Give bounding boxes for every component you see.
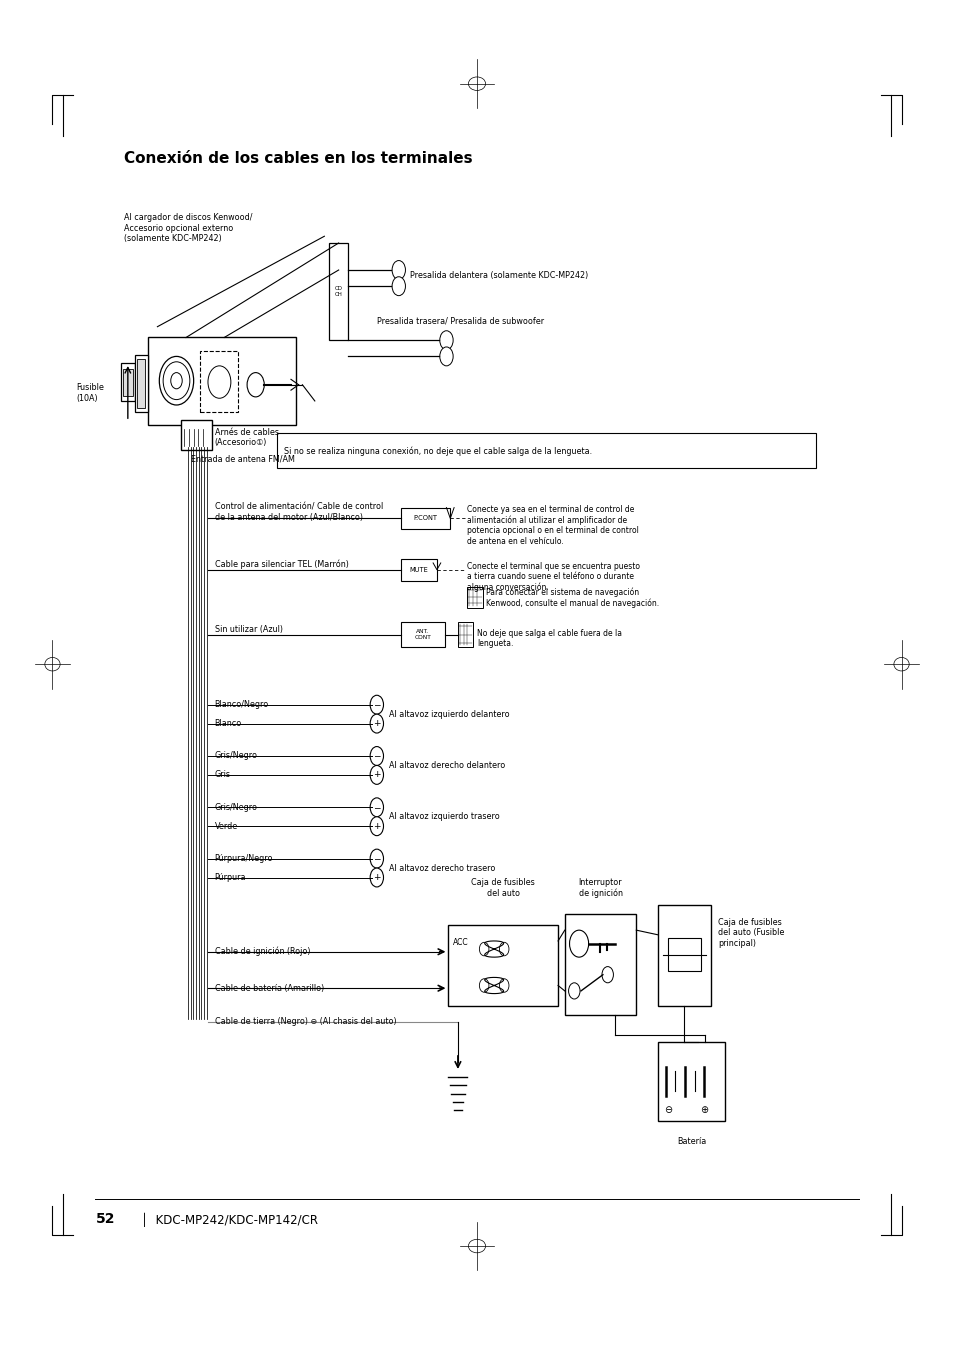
Circle shape xyxy=(499,942,508,956)
Text: Entrada de antena FM/AM: Entrada de antena FM/AM xyxy=(191,455,294,464)
Text: Al altavoz derecho delantero: Al altavoz derecho delantero xyxy=(389,761,505,770)
Text: Al cargador de discos Kenwood/
Accesorio opcional externo
(solamente KDC-MP242): Al cargador de discos Kenwood/ Accesorio… xyxy=(124,213,253,243)
Text: Conexión de los cables en los terminales: Conexión de los cables en los terminales xyxy=(124,151,472,166)
Text: Caja de fusibles
del auto: Caja de fusibles del auto xyxy=(471,879,535,898)
Text: Para conectar el sistema de navegación
Kenwood, consulte el manual de navegación: Para conectar el sistema de navegación K… xyxy=(485,587,658,608)
Text: Arnés de cables
(Accesorio①): Arnés de cables (Accesorio①) xyxy=(214,428,278,447)
Circle shape xyxy=(171,373,182,389)
Circle shape xyxy=(370,868,383,887)
Text: Fusible
(10A): Fusible (10A) xyxy=(76,383,104,402)
Circle shape xyxy=(569,930,588,957)
Circle shape xyxy=(163,362,190,400)
Text: ⊕: ⊕ xyxy=(700,1106,707,1115)
Text: │  KDC-MP242/KDC-MP142/CR: │ KDC-MP242/KDC-MP142/CR xyxy=(141,1212,318,1227)
Text: Blanco/Negro: Blanco/Negro xyxy=(214,701,269,709)
Bar xyxy=(564,914,636,1015)
Circle shape xyxy=(370,747,383,765)
Bar xyxy=(467,587,482,608)
Text: −: − xyxy=(373,803,380,811)
Bar xyxy=(658,1042,724,1120)
Text: 52: 52 xyxy=(95,1212,114,1226)
Circle shape xyxy=(247,373,264,397)
Text: −: − xyxy=(373,855,380,863)
Text: +: + xyxy=(373,822,380,830)
Circle shape xyxy=(159,356,193,405)
Circle shape xyxy=(568,983,579,999)
Text: P.CONT: P.CONT xyxy=(413,516,437,521)
Bar xyxy=(658,904,710,1006)
Circle shape xyxy=(208,366,231,398)
Text: Cable de batería (Amarillo): Cable de batería (Amarillo) xyxy=(214,984,324,992)
Bar xyxy=(448,925,558,1006)
Bar xyxy=(134,355,148,412)
Circle shape xyxy=(392,277,405,296)
Text: Si no se realiza ninguna conexión, no deje que el cable salga de la lengueta.: Si no se realiza ninguna conexión, no de… xyxy=(284,446,592,456)
Circle shape xyxy=(439,347,453,366)
Text: ⊖: ⊖ xyxy=(663,1106,671,1115)
Text: Presalida delantera (solamente KDC-MP242): Presalida delantera (solamente KDC-MP242… xyxy=(410,271,588,279)
Text: MUTE: MUTE xyxy=(409,567,428,572)
Bar xyxy=(148,338,295,425)
Text: Púrpura/Negro: Púrpura/Negro xyxy=(214,855,273,863)
Circle shape xyxy=(370,695,383,714)
Bar xyxy=(121,363,134,401)
Text: Gris/Negro: Gris/Negro xyxy=(214,803,257,811)
Bar xyxy=(137,359,145,408)
Circle shape xyxy=(479,942,489,956)
Bar xyxy=(181,420,212,450)
Text: Gris/Negro: Gris/Negro xyxy=(214,752,257,760)
Text: Interruptor
de ignición: Interruptor de ignición xyxy=(578,878,622,898)
Text: +: + xyxy=(373,771,380,779)
Bar xyxy=(400,622,444,647)
Bar xyxy=(400,508,450,529)
Text: ACC: ACC xyxy=(453,938,468,948)
Bar xyxy=(400,559,436,580)
Text: Cable de ignición (Rojo): Cable de ignición (Rojo) xyxy=(214,946,310,957)
Circle shape xyxy=(370,849,383,868)
Text: Batería: Batería xyxy=(677,1137,705,1146)
Text: Conecte el terminal que se encuentra puesto
a tierra cuando suene el teléfono o : Conecte el terminal que se encuentra pue… xyxy=(467,562,639,593)
Circle shape xyxy=(392,261,405,279)
Text: Control de alimentación/ Cable de control
de la antena del motor (Azul/Blanco): Control de alimentación/ Cable de contro… xyxy=(214,502,382,521)
Text: Gris: Gris xyxy=(214,771,231,779)
Text: Verde: Verde xyxy=(214,822,237,830)
Circle shape xyxy=(479,979,489,992)
Text: Conecte ya sea en el terminal de control de
alimentación al utilizar el amplific: Conecte ya sea en el terminal de control… xyxy=(467,505,639,545)
Circle shape xyxy=(370,798,383,817)
Text: Presalida trasera/ Presalida de subwoofer: Presalida trasera/ Presalida de subwoofe… xyxy=(376,317,543,325)
Bar xyxy=(457,622,473,647)
Circle shape xyxy=(439,331,453,350)
Circle shape xyxy=(370,817,383,836)
Text: +: + xyxy=(373,873,380,882)
Circle shape xyxy=(370,765,383,784)
Text: CD
CH: CD CH xyxy=(335,286,342,297)
Text: Al altavoz izquierdo trasero: Al altavoz izquierdo trasero xyxy=(389,813,499,821)
Text: Cable de tierra (Negro) ⊖ (Al chasis del auto): Cable de tierra (Negro) ⊖ (Al chasis del… xyxy=(214,1018,395,1026)
Bar xyxy=(200,351,238,412)
Text: ANT.
CONT: ANT. CONT xyxy=(414,629,431,640)
Text: −: − xyxy=(373,701,380,709)
Text: Al altavoz izquierdo delantero: Al altavoz izquierdo delantero xyxy=(389,710,509,718)
Text: −: − xyxy=(373,752,380,760)
Text: No deje que salga el cable fuera de la
lengueta.: No deje que salga el cable fuera de la l… xyxy=(476,629,621,648)
Bar xyxy=(123,369,132,396)
Circle shape xyxy=(601,967,613,983)
Bar xyxy=(667,938,700,972)
Text: Al altavoz derecho trasero: Al altavoz derecho trasero xyxy=(389,864,496,872)
Text: +: + xyxy=(373,720,380,728)
Text: Púrpura: Púrpura xyxy=(214,873,246,882)
Text: Blanco: Blanco xyxy=(214,720,242,728)
Text: Sin utilizar (Azul): Sin utilizar (Azul) xyxy=(214,625,282,633)
Circle shape xyxy=(370,714,383,733)
Bar xyxy=(329,243,348,340)
Bar xyxy=(276,433,815,468)
Text: Cable para silenciar TEL (Marrón): Cable para silenciar TEL (Marrón) xyxy=(214,559,348,570)
Text: Caja de fusibles
del auto (Fusible
principal): Caja de fusibles del auto (Fusible princ… xyxy=(718,918,784,948)
Circle shape xyxy=(499,979,508,992)
